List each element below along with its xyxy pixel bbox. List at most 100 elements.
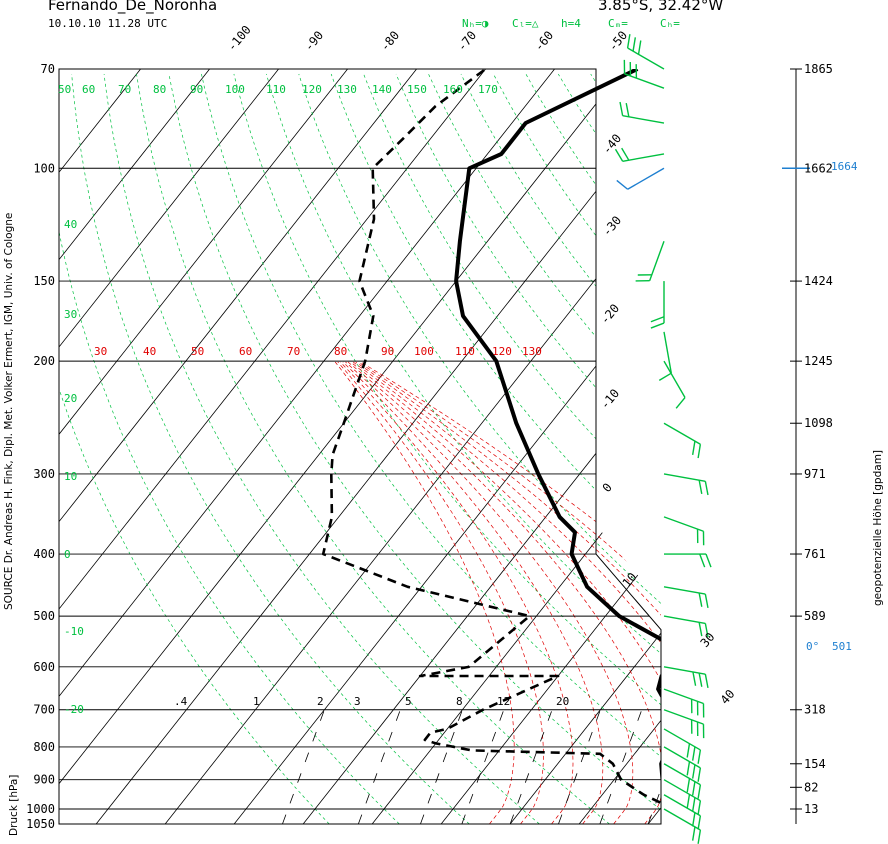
height-tick-label: 1098 <box>804 416 833 430</box>
pressure-tick-label: 500 <box>33 609 55 623</box>
pressure-tick-label: 300 <box>33 467 55 481</box>
mixing-ratio-line <box>599 709 643 824</box>
mixing-ratio-label: 20 <box>556 695 569 708</box>
moist-adiabat-label: 70 <box>287 345 300 358</box>
isotherm-label: -90 <box>302 28 327 54</box>
cloud-legend-cl: Cₗ=△ <box>512 17 539 30</box>
isotherm-label: -30 <box>600 213 625 239</box>
wind-barb-feather <box>704 481 709 496</box>
mixing-ratio-label: 8 <box>456 695 463 708</box>
station-location: 3.85°S, 32.42°W <box>598 0 724 14</box>
mixing-ratio-label: 2 <box>317 695 324 708</box>
dry-adiabat-line <box>71 73 470 824</box>
height-tick-label: 761 <box>804 547 826 561</box>
isotherm-label: -10 <box>598 386 623 412</box>
dry-adiabat-line <box>298 73 661 824</box>
moist-adiabat-line <box>352 361 661 824</box>
dry-adiabat-line <box>655 73 661 824</box>
wind-barb-feather <box>686 761 691 776</box>
isotherm-line <box>509 69 661 824</box>
wind-barb-feather <box>697 444 702 459</box>
dry-adiabat-line <box>103 73 540 824</box>
wind-barb-shaft <box>663 779 701 802</box>
wind-barb-feather <box>698 622 703 637</box>
dry-adiabat-line <box>525 73 661 824</box>
wind-barb-shaft <box>663 688 704 705</box>
cloud-legend-nh: Nₕ=◑ <box>462 17 489 30</box>
height-tick-label: 589 <box>804 609 826 623</box>
isotherm-label: -40 <box>600 131 625 157</box>
moist-adiabat-line <box>358 361 661 824</box>
isotherm-line <box>440 69 661 824</box>
wind-barb-feather <box>697 784 702 799</box>
wind-barb-feather <box>614 148 624 162</box>
cloud-legend-ch: Cₕ= <box>660 17 680 30</box>
temperature-profile <box>454 69 661 782</box>
diagram-border <box>58 68 662 825</box>
wind-barb-shaft <box>663 709 704 725</box>
moist-adiabat-label: 90 <box>381 345 394 358</box>
diagram-grid <box>59 69 888 824</box>
dry-adiabat-label: 170 <box>478 83 498 96</box>
wind-barb-shaft <box>663 808 701 831</box>
dry-adiabat-label: 130 <box>337 83 357 96</box>
wind-barb-feather <box>675 397 686 409</box>
dry-adiabat-line <box>233 73 661 824</box>
isotherm-line <box>59 69 210 824</box>
moist-adiabat-line <box>345 361 634 824</box>
isotherm-line <box>59 69 486 824</box>
wind-barb-feather <box>621 147 630 161</box>
height-tick-label: 1245 <box>804 354 833 368</box>
moist-adiabat-line <box>360 361 661 824</box>
wind-barb-feather <box>704 623 709 638</box>
mixing-ratio-label: 3 <box>354 695 361 708</box>
wind-barb-shaft <box>622 153 665 162</box>
isotherm-label: -50 <box>606 28 631 54</box>
pressure-tick-label: 800 <box>33 740 55 754</box>
wind-barb-feather <box>619 101 624 116</box>
dry-adiabat-label: 140 <box>372 83 392 96</box>
moist-adiabat-label: 50 <box>191 345 204 358</box>
wind-barb-shaft <box>663 331 672 374</box>
wind-barb-feather <box>691 440 696 456</box>
wind-barb-shaft <box>663 728 701 751</box>
dry-adiabat-label: 20 <box>64 392 77 405</box>
height-axis-title: geopotenzielle Höhe [gpdam] <box>872 449 884 606</box>
wind-barb-feather <box>691 826 696 841</box>
wind-barb-feather <box>697 749 702 764</box>
wind-barb-feather <box>650 316 665 323</box>
isotherm-line <box>59 69 624 824</box>
isotherm-line <box>855 69 888 824</box>
wind-barb-shaft <box>663 360 686 398</box>
height-tick-label: 1662 <box>804 161 833 175</box>
sounding-profiles <box>321 69 661 805</box>
wind-barb-feather <box>697 815 702 830</box>
dry-adiabat-line <box>59 73 400 824</box>
wind-barb-shaft <box>663 473 706 482</box>
isotherm-line <box>786 69 888 824</box>
wind-barb-feather <box>616 179 629 190</box>
sounding-datetime: 10.10.10 11.28 UTC <box>48 17 168 30</box>
wind-barb-feather <box>626 34 631 49</box>
wind-barb-feather <box>698 480 703 495</box>
height-tick-label: 1424 <box>804 274 833 288</box>
moist-adiabat-label: 30 <box>94 345 107 358</box>
dry-adiabat-label: 60 <box>82 83 95 96</box>
isotherm-line <box>59 69 555 824</box>
wind-barb-feather <box>697 767 702 782</box>
dry-adiabat-label: 70 <box>118 83 131 96</box>
wind-barb-feather <box>637 40 642 55</box>
moist-adiabat-line <box>347 361 661 824</box>
wind-barb-feather <box>691 781 696 796</box>
height-tick-label: 13 <box>804 802 818 816</box>
pressure-tick-label: 150 <box>33 274 55 288</box>
dewpoint-profile <box>321 69 661 805</box>
wind-barb-shaft <box>663 615 706 625</box>
isotherm-line <box>59 69 348 824</box>
moist-adiabat-label: 130 <box>522 345 542 358</box>
dry-adiabat-line <box>493 73 661 824</box>
wind-barb-feather <box>705 553 712 568</box>
isotherm-line <box>717 69 888 824</box>
dry-adiabat-label: -10 <box>64 625 84 638</box>
wind-barb-shaft <box>648 241 665 281</box>
